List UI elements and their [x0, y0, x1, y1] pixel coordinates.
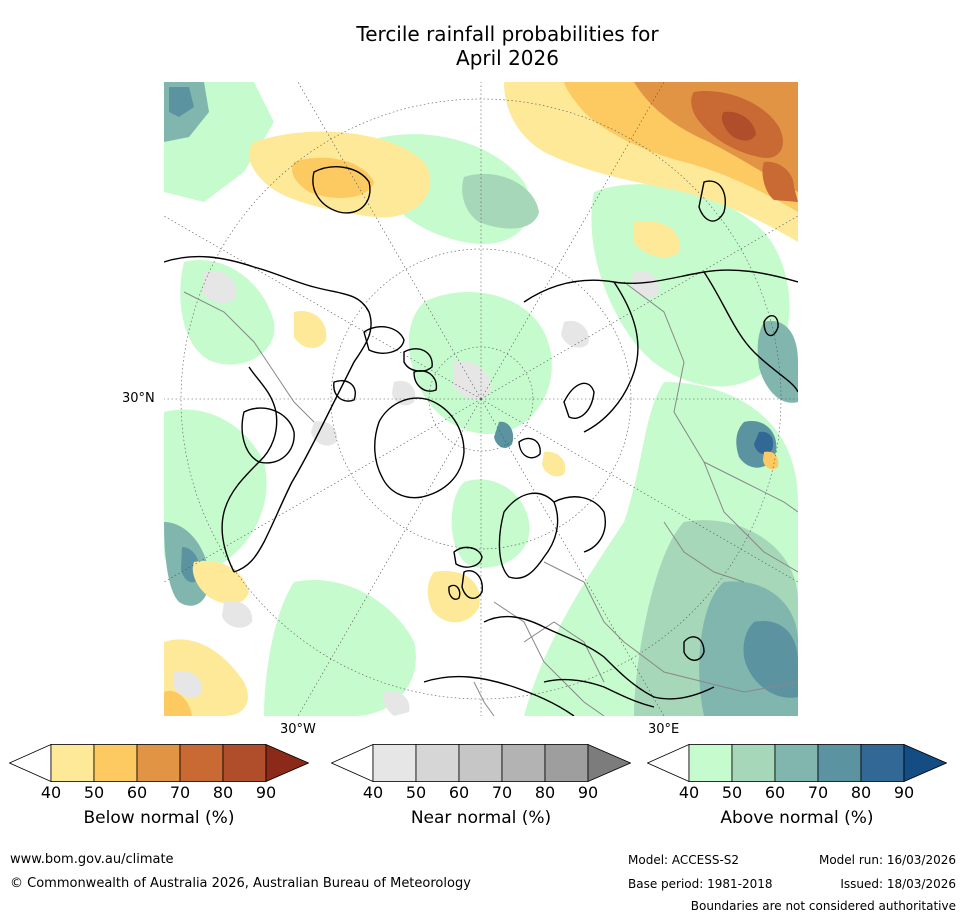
footer-model-run: Model run: 16/03/2026	[818, 853, 956, 867]
colorbar-tick-label: 60	[764, 783, 786, 802]
colorbar-swatch	[688, 744, 733, 782]
colorbar-swatch	[222, 744, 267, 782]
forecast-map	[164, 82, 798, 716]
colorbar-label-below: Below normal (%)	[83, 808, 235, 828]
colorbar-above-normal	[647, 744, 947, 782]
lat-label-30n: 30°N	[122, 391, 155, 406]
colorbar-tick-label: 80	[534, 783, 556, 802]
colorbar-tick-label: 70	[169, 783, 191, 802]
colorbar-tick-label: 90	[255, 783, 277, 802]
colorbar-tick-label: 70	[491, 783, 513, 802]
colorbar-extend-high	[903, 744, 947, 782]
colorbar-swatch	[179, 744, 224, 782]
colorbar-tick-label: 50	[83, 783, 105, 802]
footer-issued: Issued: 18/03/2026	[840, 877, 956, 891]
colorbar-tick-label: 90	[893, 783, 915, 802]
colorbar-tick-label: 40	[362, 783, 384, 802]
footer-copyright: © Commonwealth of Australia 2026, Austra…	[10, 876, 471, 891]
coastlines	[164, 166, 798, 716]
colorbar-swatch	[93, 744, 138, 782]
lon-label-30w: 30°W	[280, 722, 316, 737]
lon-label-30e: 30°E	[648, 722, 680, 737]
colorbar-tick-label: 70	[807, 783, 829, 802]
colorbar-tick-label: 50	[405, 783, 427, 802]
colorbar-tick-label: 60	[126, 783, 148, 802]
colorbar-label-above: Above normal (%)	[720, 808, 874, 828]
colorbar-extend-low	[331, 744, 374, 782]
title-line-2: April 2026	[456, 46, 559, 70]
colorbar-swatch	[372, 744, 417, 782]
colorbar-tick-label: 60	[448, 783, 470, 802]
colorbar-tick-label: 80	[850, 783, 872, 802]
colorbar-swatch	[501, 744, 546, 782]
colorbar-swatch	[544, 744, 589, 782]
colorbar-tick-label: 40	[678, 783, 700, 802]
colorbar-swatch	[458, 744, 503, 782]
colorbar-near-normal	[331, 744, 631, 782]
colorbar-tick-label: 40	[40, 783, 62, 802]
colorbar-below-normal	[9, 744, 309, 782]
colorbar-swatch	[817, 744, 862, 782]
footer-base-period: Base period: 1981-2018	[628, 877, 773, 891]
above-normal-strong-regions	[164, 82, 798, 716]
colorbar-swatch	[136, 744, 181, 782]
chart-title: Tercile rainfall probabilities for April…	[0, 22, 965, 70]
colorbar-tick-label: 90	[577, 783, 599, 802]
colorbar-extend-high	[587, 744, 631, 782]
colorbar-extend-low	[9, 744, 52, 782]
title-line-1: Tercile rainfall probabilities for	[356, 22, 659, 46]
colorbar-swatch	[774, 744, 819, 782]
near-normal-regions	[174, 270, 659, 716]
colorbar-tick-label: 50	[721, 783, 743, 802]
graticule	[164, 82, 798, 716]
colorbar-extend-high	[265, 744, 309, 782]
colorbar-extend-low	[647, 744, 690, 782]
colorbar-tick-label: 80	[212, 783, 234, 802]
colorbar-label-near: Near normal (%)	[410, 808, 552, 828]
below-normal-regions	[164, 82, 798, 716]
country-borders	[183, 281, 798, 716]
colorbar-swatch	[415, 744, 460, 782]
colorbar-swatch	[731, 744, 776, 782]
footer-url: www.bom.gov.au/climate	[10, 852, 174, 867]
colorbar-swatch	[860, 744, 905, 782]
colorbar-swatch	[50, 744, 95, 782]
footer-disclaimer: Boundaries are not considered authoritat…	[690, 899, 956, 913]
footer-model: Model: ACCESS-S2	[628, 853, 740, 867]
